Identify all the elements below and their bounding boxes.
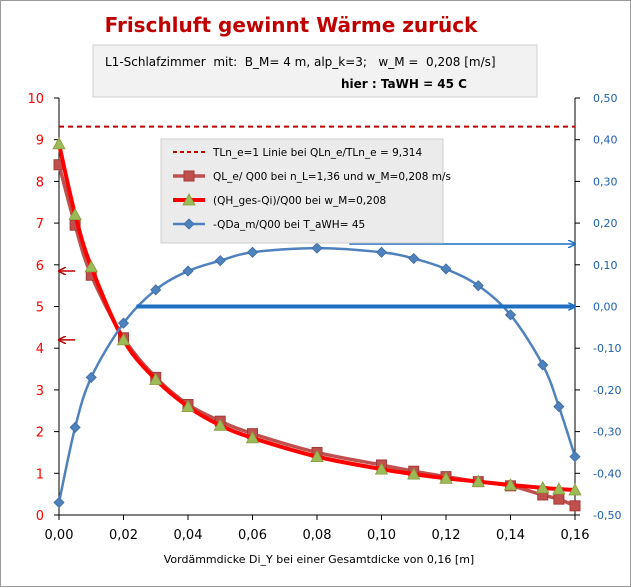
data-point-diamond xyxy=(182,265,194,277)
data-point-triangle xyxy=(245,431,260,444)
data-point-triangle xyxy=(52,137,66,150)
data-point-triangle xyxy=(471,474,485,488)
y-right-tick-label: 0,10 xyxy=(593,259,618,272)
data-point-triangle xyxy=(182,193,196,206)
info-line-1: L1-Schlafzimmer mit: B_M= 4 m, alp_k=3; … xyxy=(105,55,496,69)
y-right-tick-label: 0,40 xyxy=(593,134,618,147)
data-point-triangle xyxy=(439,471,453,484)
legend-entry-text: (QH_ges-Qi)/Q00 bei w_M=0,208 xyxy=(213,195,386,207)
data-point-triangle xyxy=(310,449,324,463)
y-left-tick-label: 4 xyxy=(36,342,44,357)
data-point-diamond xyxy=(472,280,484,292)
data-point-triangle xyxy=(149,372,163,385)
x-tick-label: 0,04 xyxy=(174,528,203,543)
plot-area: 0 1 2 3 4 5 6 7 8 9 10 -0,50 -0,40 -0,30 -0,20 -0,10 0,0… xyxy=(27,92,621,543)
data-point-triangle xyxy=(374,462,389,475)
data-point-diamond xyxy=(69,421,81,433)
data-point-diamond xyxy=(440,263,452,275)
legend: TLn_e=1 Linie bei QLn_e/TLn_e = 9,314 QL_… xyxy=(173,147,451,231)
y-right-tick-label: 0,20 xyxy=(593,217,618,230)
x-tick-label: 0,14 xyxy=(496,528,525,543)
data-point-diamond xyxy=(150,284,162,296)
data-point-diamond xyxy=(183,218,195,230)
x-tick-label: 0,02 xyxy=(109,528,138,543)
y-right-tick-label: -0,30 xyxy=(593,426,621,439)
data-point-square xyxy=(569,500,581,512)
data-point-diamond xyxy=(408,252,420,265)
data-point-diamond xyxy=(375,246,388,258)
data-point-diamond xyxy=(504,309,517,321)
x-tick-label: 0,06 xyxy=(238,528,267,543)
x-tick-label: 0,10 xyxy=(367,528,396,543)
data-point-diamond xyxy=(311,242,323,254)
data-point-triangle xyxy=(213,418,227,431)
data-point-triangle xyxy=(116,333,131,346)
data-point-diamond xyxy=(214,255,226,267)
y-left-tick-label: 0 xyxy=(36,509,44,524)
data-point-triangle xyxy=(407,467,421,480)
legend-entry-text: TLn_e=1 Linie bei QLn_e/TLn_e = 9,314 xyxy=(212,147,422,159)
data-point-diamond xyxy=(569,451,581,463)
series-line xyxy=(57,246,577,503)
y-left-tick-label: 8 xyxy=(36,175,44,190)
data-point-square xyxy=(553,493,565,505)
y-right-tick-label: -0,20 xyxy=(593,384,621,397)
x-axis-label: Vordämmdicke Di_Y bei einer Gesamtdicke … xyxy=(164,553,474,566)
x-tick-label: 0,16 xyxy=(561,528,590,543)
x-tick-label: 0,08 xyxy=(303,528,332,543)
data-point-diamond xyxy=(246,246,259,258)
y-right-tick-label: 0,50 xyxy=(593,92,618,105)
info-line-2: hier : TaWH = 45 C xyxy=(341,77,467,91)
y-left-tick-label: 1 xyxy=(36,467,44,482)
y-right-tick-label: 0,30 xyxy=(593,175,618,188)
y-right-tick-label: -0,40 xyxy=(593,467,621,480)
data-point-triangle xyxy=(536,481,550,494)
info-box xyxy=(92,44,538,98)
data-point-diamond xyxy=(117,317,130,329)
data-point-triangle xyxy=(84,260,98,273)
data-point-triangle xyxy=(68,207,82,221)
data-point-diamond xyxy=(53,496,65,509)
x-tick-label: 0,12 xyxy=(432,528,461,543)
data-point-diamond xyxy=(553,401,565,413)
data-point-square xyxy=(183,170,195,182)
legend-entry-text: -QDa_m/Q00 bei T_aWH= 45 xyxy=(213,219,365,231)
x-tick-label: 0,00 xyxy=(45,528,74,543)
data-point-diamond xyxy=(85,371,97,383)
y-left-tick-label: 6 xyxy=(36,259,44,274)
y-left-tick-label: 5 xyxy=(36,301,44,316)
y-left-tick-label: 10 xyxy=(27,92,44,107)
data-point-diamond xyxy=(537,359,549,371)
y-left-tick-label: 7 xyxy=(36,217,44,232)
y-right-tick-label: -0,50 xyxy=(593,509,621,522)
y-right-tick-label: 0,00 xyxy=(593,301,618,314)
y-left-tick-label: 2 xyxy=(36,426,44,441)
legend-box xyxy=(160,138,444,244)
data-point-triangle xyxy=(568,483,582,496)
legend-entry-text: QL_e/ Q00 bei n_L=1,36 und w_M=0,208 m/s xyxy=(213,171,451,183)
y-left-tick-label: 9 xyxy=(36,134,44,149)
data-point-triangle xyxy=(503,478,518,491)
data-point-triangle xyxy=(181,399,195,412)
y-right-tick-label: -0,10 xyxy=(593,342,621,355)
y-left-tick-label: 3 xyxy=(36,384,44,399)
data-point-triangle xyxy=(552,482,566,495)
chart-title: Frischluft gewinnt Wärme zurück xyxy=(105,13,479,37)
info-line-1-text: L1-Schlafzimmer mit: B_M= 4 m, alp_k=3; … xyxy=(105,55,496,69)
